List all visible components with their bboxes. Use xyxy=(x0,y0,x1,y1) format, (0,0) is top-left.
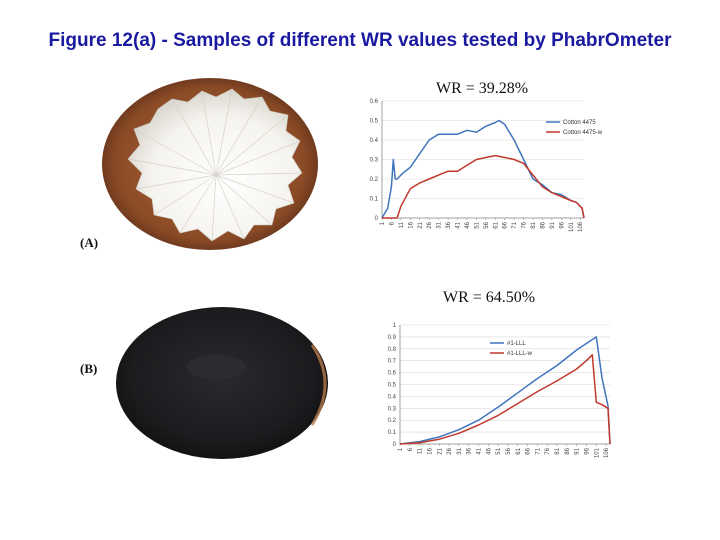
x-tick-label: 61 xyxy=(516,447,522,454)
x-tick-label: 21 xyxy=(437,447,443,454)
x-tick-label: 106 xyxy=(578,221,584,232)
x-tick-label: 71 xyxy=(535,447,541,454)
x-tick-label: 16 xyxy=(427,447,433,454)
y-tick-label: 0.7 xyxy=(388,359,397,365)
series-line-1 xyxy=(399,336,611,445)
x-tick-label: 61 xyxy=(493,221,499,228)
sample-b-wr-value: WR = 64.50% xyxy=(443,289,536,306)
x-tick-label: 1 xyxy=(398,447,404,451)
sample-a-photo xyxy=(102,78,318,250)
x-tick-label: 31 xyxy=(437,221,443,228)
x-tick-label: 56 xyxy=(484,221,490,228)
slide-title: Figure 12(a) - Samples of different WR v… xyxy=(48,30,672,51)
y-tick-label: 0.3 xyxy=(388,406,397,412)
x-tick-label: 76 xyxy=(522,221,528,228)
y-tick-label: 0.5 xyxy=(370,119,379,125)
y-tick-label: 0.3 xyxy=(370,158,379,164)
x-tick-label: 46 xyxy=(465,221,471,228)
x-tick-label: 96 xyxy=(584,447,590,454)
legend-label: #1-LLL xyxy=(507,341,526,347)
x-tick-label: 46 xyxy=(486,447,492,454)
y-tick-label: 0.1 xyxy=(370,197,379,203)
x-tick-label: 11 xyxy=(418,447,424,454)
x-tick-label: 1 xyxy=(380,221,386,225)
y-tick-label: 0 xyxy=(393,442,397,448)
sample-a-label: (A) xyxy=(80,235,99,250)
x-tick-label: 91 xyxy=(550,221,556,228)
x-tick-label: 6 xyxy=(408,447,414,451)
x-tick-label: 66 xyxy=(503,221,509,228)
legend-label: #1-LLL-w xyxy=(507,351,533,357)
x-tick-label: 81 xyxy=(531,221,537,228)
y-tick-label: 0.9 xyxy=(388,335,397,341)
black-fabric-sample xyxy=(116,307,328,459)
y-tick-label: 0.4 xyxy=(388,394,397,400)
x-tick-label: 81 xyxy=(555,447,561,454)
x-tick-label: 76 xyxy=(545,447,551,454)
chart-b: 00.10.20.30.40.50.60.70.80.911 6 11 16 21 26 3… xyxy=(388,323,611,458)
y-tick-label: 0 xyxy=(375,216,379,222)
x-tick-label: 56 xyxy=(506,447,512,454)
series-line-1 xyxy=(381,119,585,219)
x-tick-label: 16 xyxy=(408,221,414,228)
y-tick-label: 0.6 xyxy=(370,99,379,105)
sample-b-label: (B) xyxy=(80,361,98,376)
legend-label: Cotton 4475-w xyxy=(563,130,603,136)
x-tick-label: 36 xyxy=(467,447,473,454)
x-tick-label: 41 xyxy=(456,221,462,228)
y-tick-label: 0.2 xyxy=(388,418,397,424)
sample-a-wr-value: WR = 39.28% xyxy=(436,80,529,97)
x-tick-label: 71 xyxy=(512,221,518,228)
white-fabric-sample xyxy=(127,88,303,242)
y-tick-label: 0.2 xyxy=(370,177,379,183)
x-tick-label: 36 xyxy=(446,221,452,228)
x-tick-label: 101 xyxy=(594,447,600,458)
plate-edge xyxy=(310,344,327,426)
series-line-2 xyxy=(382,154,585,219)
x-tick-label: 101 xyxy=(569,221,575,232)
x-tick-label: 86 xyxy=(540,221,546,228)
x-tick-label: 11 xyxy=(399,221,405,228)
sample-b-photo xyxy=(116,307,328,459)
x-tick-label: 51 xyxy=(474,221,480,228)
series-line-2 xyxy=(399,354,611,445)
y-tick-label: 1 xyxy=(393,323,397,329)
x-tick-label: 26 xyxy=(427,221,433,228)
x-tick-label: 106 xyxy=(604,447,610,458)
x-tick-label: 66 xyxy=(526,447,532,454)
x-tick-label: 86 xyxy=(565,447,571,454)
y-tick-label: 0.1 xyxy=(388,430,397,436)
x-tick-label: 26 xyxy=(447,447,453,454)
x-tick-label: 51 xyxy=(496,447,502,454)
x-tick-label: 6 xyxy=(389,221,395,225)
y-tick-label: 0.4 xyxy=(370,138,379,144)
chart-a: 00.10.20.30.40.50.61 6 11 16 21 26 31 36 41 46 51 5… xyxy=(370,99,603,232)
x-tick-label: 91 xyxy=(575,447,581,454)
x-tick-label: 31 xyxy=(457,447,463,454)
y-tick-label: 0.8 xyxy=(388,347,397,353)
legend-label: Cotton 4475 xyxy=(563,120,596,126)
y-tick-label: 0.6 xyxy=(388,371,397,377)
y-tick-label: 0.5 xyxy=(388,383,397,389)
x-tick-label: 21 xyxy=(418,221,424,228)
x-tick-label: 96 xyxy=(559,221,565,228)
x-tick-label: 41 xyxy=(477,447,483,454)
